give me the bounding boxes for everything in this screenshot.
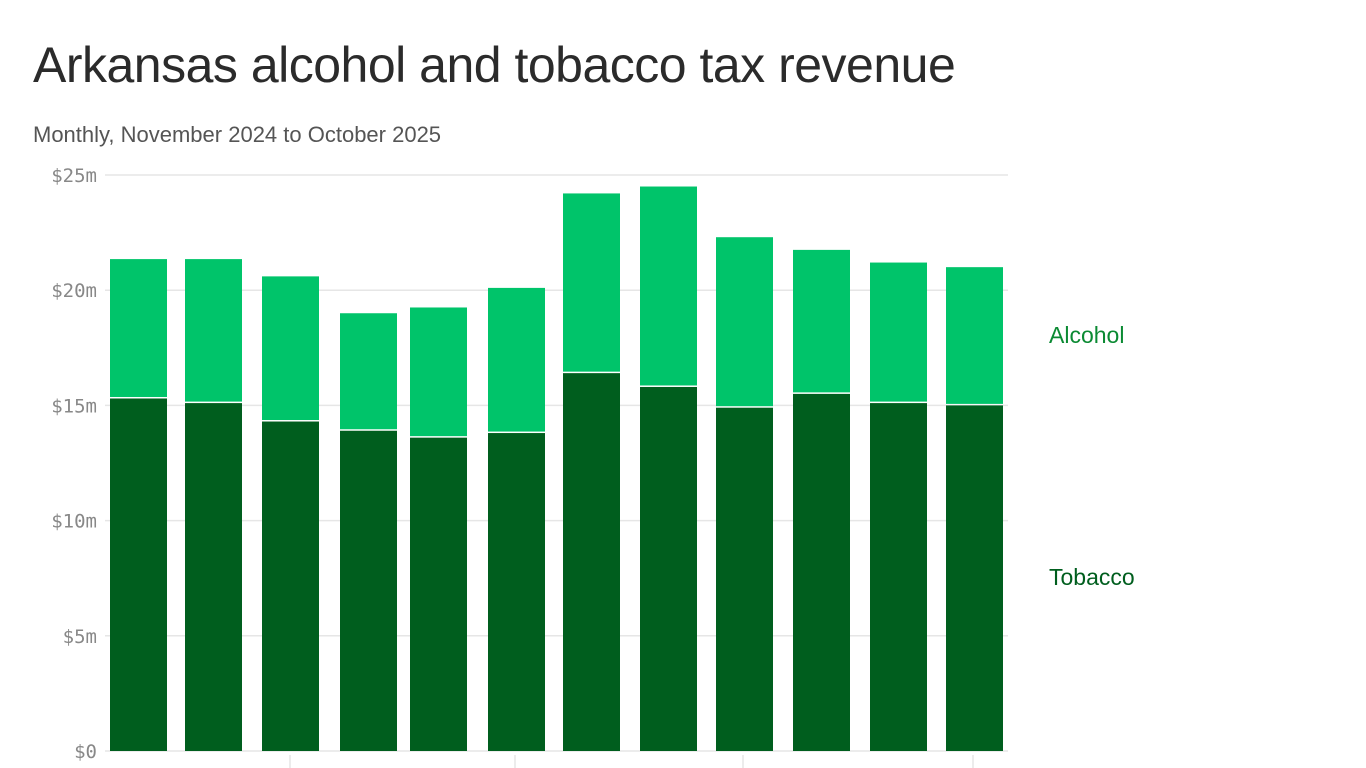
bar-alcohol-2 xyxy=(262,276,319,421)
bar-tobacco-11 xyxy=(946,405,1003,751)
bar-tobacco-8 xyxy=(716,407,773,751)
y-tick-label: $0 xyxy=(74,741,97,763)
bar-tobacco-9 xyxy=(793,393,850,751)
bar-alcohol-9 xyxy=(793,249,850,393)
bar-tobacco-5 xyxy=(488,433,545,751)
y-tick-label: $20m xyxy=(51,280,97,302)
bar-alcohol-4 xyxy=(410,307,467,437)
legend-label-tobacco: Tobacco xyxy=(1049,564,1135,590)
chart-title: Arkansas alcohol and tobacco tax revenue xyxy=(33,37,956,93)
chart-subtitle: Monthly, November 2024 to October 2025 xyxy=(33,122,442,147)
legend-label-alcohol: Alcohol xyxy=(1049,322,1124,348)
bar-alcohol-11 xyxy=(946,267,1003,404)
bar-alcohol-10 xyxy=(870,262,927,402)
bar-tobacco-6 xyxy=(563,373,620,751)
bar-alcohol-7 xyxy=(640,186,697,386)
bar-alcohol-3 xyxy=(340,313,397,430)
bar-tobacco-3 xyxy=(340,430,397,751)
bar-alcohol-0 xyxy=(110,259,167,397)
bar-tobacco-10 xyxy=(870,403,927,751)
bar-alcohol-6 xyxy=(563,193,620,372)
bar-alcohol-8 xyxy=(716,237,773,407)
bar-tobacco-1 xyxy=(185,403,242,751)
y-tick-label: $15m xyxy=(51,395,97,417)
bar-tobacco-2 xyxy=(262,421,319,751)
bar-tobacco-0 xyxy=(110,398,167,751)
bar-alcohol-1 xyxy=(185,259,242,402)
y-tick-label: $5m xyxy=(63,626,97,648)
bar-alcohol-5 xyxy=(488,287,545,432)
y-tick-label: $25m xyxy=(51,165,97,187)
bar-tobacco-4 xyxy=(410,437,467,751)
y-tick-label: $10m xyxy=(51,511,97,533)
bar-tobacco-7 xyxy=(640,386,697,751)
